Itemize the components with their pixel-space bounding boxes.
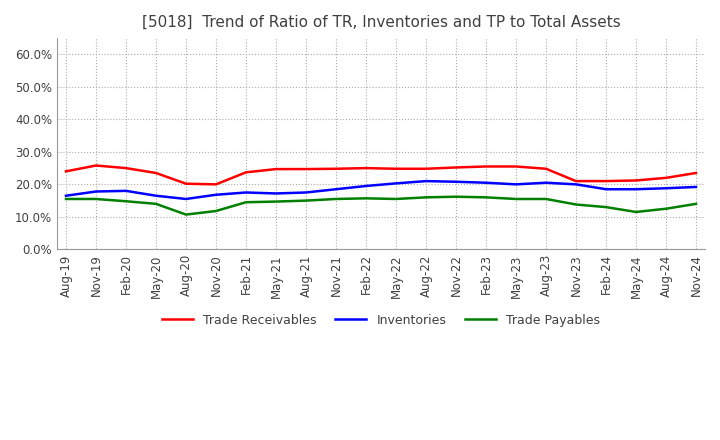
Trade Payables: [332, 196, 341, 202]
Trade Payables: [662, 206, 670, 211]
Trade Receivables: [482, 164, 490, 169]
Trade Receivables: [361, 165, 370, 171]
Trade Payables: [541, 196, 550, 202]
Inventories: [271, 191, 280, 196]
Inventories: [662, 186, 670, 191]
Trade Payables: [91, 196, 100, 202]
Trade Payables: [271, 199, 280, 204]
Trade Receivables: [451, 165, 460, 170]
Trade Payables: [482, 195, 490, 200]
Inventories: [122, 188, 130, 194]
Trade Receivables: [422, 166, 431, 172]
Trade Receivables: [631, 178, 640, 183]
Trade Payables: [392, 196, 400, 202]
Trade Receivables: [212, 182, 220, 187]
Inventories: [361, 183, 370, 189]
Trade Payables: [62, 196, 71, 202]
Trade Receivables: [662, 175, 670, 180]
Trade Receivables: [62, 169, 71, 174]
Trade Payables: [181, 212, 190, 217]
Trade Payables: [451, 194, 460, 199]
Inventories: [302, 190, 310, 195]
Inventories: [692, 184, 701, 190]
Trade Payables: [422, 195, 431, 200]
Trade Payables: [242, 200, 251, 205]
Trade Receivables: [572, 179, 580, 184]
Trade Payables: [152, 201, 161, 206]
Trade Payables: [692, 201, 701, 206]
Legend: Trade Receivables, Inventories, Trade Payables: Trade Receivables, Inventories, Trade Pa…: [157, 309, 606, 332]
Trade Receivables: [692, 170, 701, 176]
Trade Receivables: [332, 166, 341, 172]
Trade Receivables: [152, 170, 161, 176]
Trade Payables: [572, 202, 580, 207]
Inventories: [422, 179, 431, 184]
Title: [5018]  Trend of Ratio of TR, Inventories and TP to Total Assets: [5018] Trend of Ratio of TR, Inventories…: [142, 15, 621, 30]
Inventories: [91, 189, 100, 194]
Trade Receivables: [512, 164, 521, 169]
Trade Receivables: [122, 165, 130, 171]
Inventories: [152, 193, 161, 198]
Inventories: [572, 182, 580, 187]
Inventories: [451, 179, 460, 184]
Trade Receivables: [242, 170, 251, 175]
Trade Receivables: [302, 166, 310, 172]
Inventories: [242, 190, 251, 195]
Trade Payables: [212, 209, 220, 214]
Trade Receivables: [602, 179, 611, 184]
Line: Inventories: Inventories: [66, 181, 696, 199]
Trade Payables: [512, 196, 521, 202]
Inventories: [602, 187, 611, 192]
Inventories: [212, 192, 220, 198]
Inventories: [541, 180, 550, 185]
Inventories: [332, 187, 341, 192]
Trade Receivables: [271, 166, 280, 172]
Line: Trade Payables: Trade Payables: [66, 197, 696, 215]
Trade Payables: [361, 196, 370, 201]
Inventories: [392, 181, 400, 186]
Trade Receivables: [541, 166, 550, 172]
Trade Payables: [602, 205, 611, 210]
Inventories: [631, 187, 640, 192]
Inventories: [512, 182, 521, 187]
Inventories: [62, 193, 71, 198]
Trade Receivables: [91, 163, 100, 168]
Line: Trade Receivables: Trade Receivables: [66, 165, 696, 184]
Trade Payables: [631, 209, 640, 215]
Trade Receivables: [181, 181, 190, 187]
Trade Receivables: [392, 166, 400, 172]
Trade Payables: [302, 198, 310, 203]
Inventories: [482, 180, 490, 185]
Trade Payables: [122, 198, 130, 204]
Inventories: [181, 196, 190, 202]
